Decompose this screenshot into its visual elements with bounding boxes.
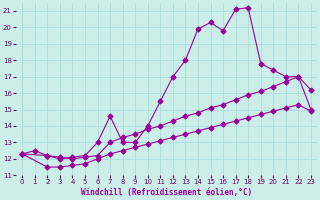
- X-axis label: Windchill (Refroidissement éolien,°C): Windchill (Refroidissement éolien,°C): [81, 188, 252, 197]
